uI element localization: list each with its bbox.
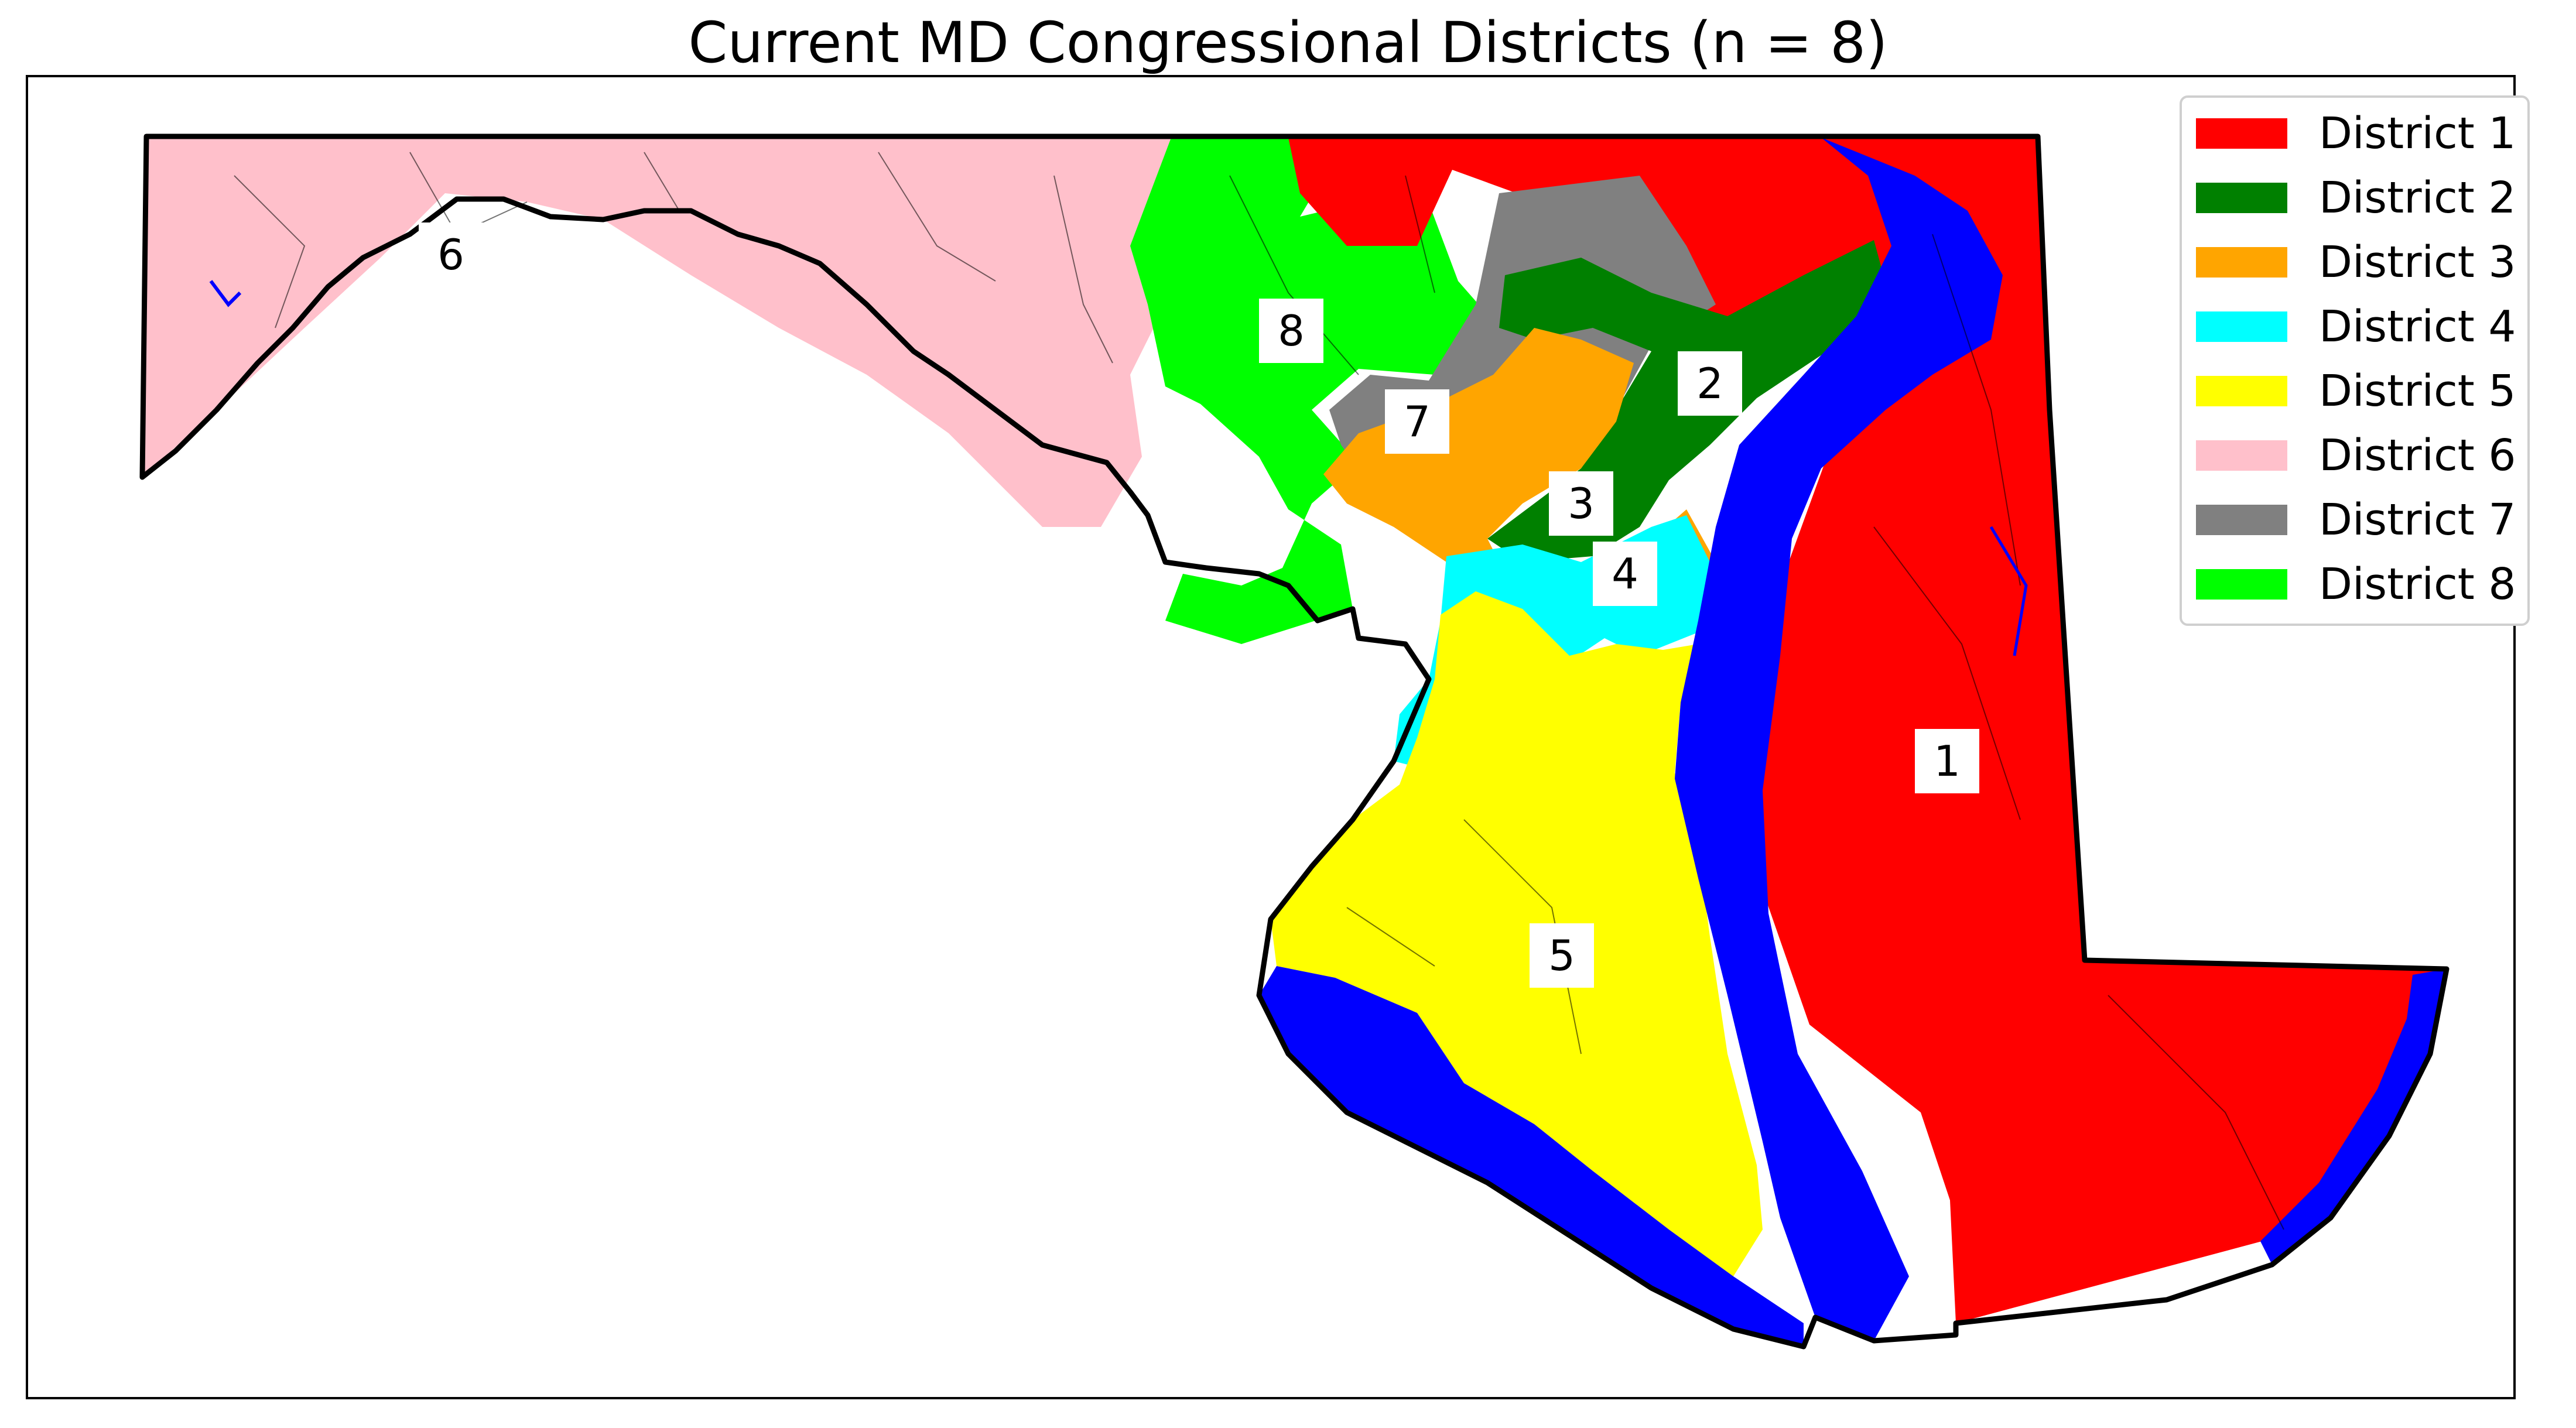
stream-water	[1989, 526, 2028, 656]
district-1-region	[1288, 136, 2447, 1323]
district-6-region	[142, 136, 1171, 527]
district-label-3: 3	[1549, 471, 1613, 536]
legend-label-district-8: District 8	[2319, 559, 2516, 609]
district-label-1: 1	[1915, 729, 1979, 793]
legend-swatch-district-4	[2196, 311, 2287, 342]
district-8-region	[1130, 138, 1499, 644]
district-3-region	[1323, 328, 1716, 615]
legend-item-district-2: District 2	[2196, 169, 2524, 227]
legend-item-district-5: District 5	[2196, 362, 2524, 420]
legend-label-district-1: District 1	[2319, 108, 2516, 159]
legend-swatch-district-5	[2196, 376, 2287, 406]
district-label-6: 6	[419, 222, 483, 287]
legend-label-district-4: District 4	[2319, 302, 2516, 352]
legend-item-district-8: District 8	[2196, 555, 2524, 614]
legend-swatch-district-8	[2196, 569, 2287, 600]
legend-swatch-district-2	[2196, 183, 2287, 213]
state-outline	[139, 133, 2450, 1350]
stream-water	[209, 280, 242, 307]
legend-label-district-2: District 2	[2319, 173, 2516, 223]
legend-label-district-7: District 7	[2319, 495, 2516, 545]
district-5-region	[1271, 591, 1763, 1276]
chesapeake-bay-water	[1675, 138, 2003, 1341]
district-label-4: 4	[1593, 542, 1657, 606]
legend-label-district-3: District 3	[2319, 237, 2516, 287]
legend-item-district-6: District 6	[2196, 426, 2524, 485]
legend-item-district-7: District 7	[2196, 491, 2524, 549]
district-label-8: 8	[1259, 299, 1323, 363]
legend-swatch-district-3	[2196, 247, 2287, 278]
district-label-5: 5	[1530, 923, 1594, 988]
district-label-2: 2	[1678, 351, 1742, 416]
map-title: Current MD Congressional Districts (n = …	[688, 10, 1888, 76]
legend-swatch-district-6	[2196, 440, 2287, 471]
legend-swatch-district-1	[2196, 118, 2287, 149]
legend-swatch-district-7	[2196, 505, 2287, 535]
map-frame	[26, 75, 2516, 1399]
legend-label-district-5: District 5	[2319, 366, 2516, 416]
legend-item-district-1: District 1	[2196, 104, 2524, 163]
legend-item-district-4: District 4	[2196, 297, 2524, 356]
potomac-river-water	[1259, 966, 1804, 1347]
legend-label-district-6: District 6	[2319, 430, 2516, 481]
precinct-lines	[234, 152, 2284, 1230]
district-label-7: 7	[1385, 389, 1449, 454]
legend-item-district-3: District 3	[2196, 233, 2524, 292]
atlantic-bay-water	[2260, 969, 2447, 1265]
